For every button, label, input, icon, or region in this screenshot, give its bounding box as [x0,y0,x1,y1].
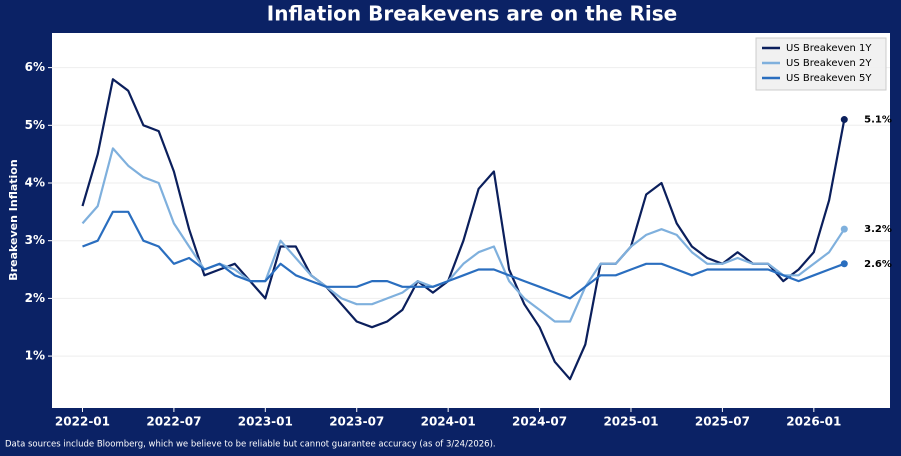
end-marker [840,260,848,268]
x-tick-label: 2022-07 [146,415,201,429]
x-tick-label: 2023-07 [329,415,384,429]
y-axis-label: Breakeven Inflation [7,159,20,280]
x-tick-label: 2023-01 [238,415,293,429]
y-tick-label: 2% [25,291,45,305]
legend-label: US Breakeven 1Y [786,43,872,54]
chart-title: Inflation Breakevens are on the Rise [267,2,677,26]
y-tick-label: 4% [25,176,45,190]
series-line [81,78,846,381]
footnote: Data sources include Bloomberg, which we… [5,440,496,450]
end-marker [840,116,848,124]
y-tick-label: 5% [25,118,45,132]
legend-label: US Breakeven 5Y [786,73,872,84]
x-tick-label: 2026-01 [786,415,841,429]
y-tick-label: 3% [25,233,45,247]
y-tick-label: 1% [25,349,45,363]
x-tick-label: 2024-01 [421,415,476,429]
legend-label: US Breakeven 2Y [786,58,872,69]
x-tick-label: 2024-07 [512,415,567,429]
end-marker [840,225,848,233]
x-tick-label: 2022-01 [55,415,110,429]
x-tick-label: 2025-01 [603,415,658,429]
end-label: 2.6% [864,259,892,270]
x-tick-label: 2025-07 [695,415,750,429]
end-label: 5.1% [864,115,892,126]
series-line [82,210,845,300]
end-label: 3.2% [864,224,892,235]
plot-area [52,33,890,408]
y-tick-label: 6% [25,60,45,74]
